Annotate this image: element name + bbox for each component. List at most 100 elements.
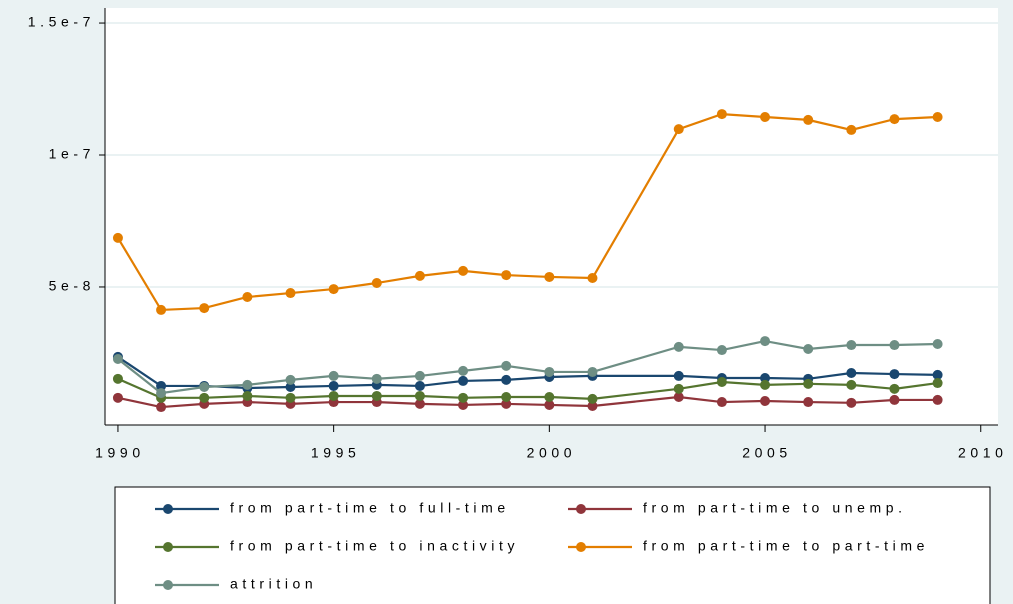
data-point <box>889 394 900 405</box>
x-tick-label: 1995 <box>311 445 361 461</box>
data-point <box>760 373 771 384</box>
data-point <box>371 373 382 384</box>
data-point <box>285 374 296 385</box>
data-point <box>112 373 123 384</box>
data-point <box>199 381 210 392</box>
data-point <box>328 390 339 401</box>
data-point <box>544 271 555 282</box>
legend-label: from part-time to part-time <box>643 538 929 554</box>
data-point <box>889 383 900 394</box>
data-point <box>716 376 727 387</box>
data-point <box>242 379 253 390</box>
data-point <box>803 397 814 408</box>
legend-swatch-marker <box>576 504 586 514</box>
legend-box <box>114 486 991 604</box>
data-point <box>846 124 857 135</box>
data-point <box>458 375 469 386</box>
data-point <box>328 370 339 381</box>
data-point <box>716 109 727 120</box>
data-point <box>889 340 900 351</box>
data-point <box>371 390 382 401</box>
data-point <box>932 378 943 389</box>
data-point <box>932 112 943 123</box>
y-tick-label: 1e-7 <box>49 146 95 162</box>
data-point <box>328 284 339 295</box>
legend-label: from part-time to unemp. <box>643 500 907 516</box>
data-point <box>242 291 253 302</box>
data-point <box>112 392 123 403</box>
data-point <box>501 392 512 403</box>
data-point <box>156 402 167 413</box>
data-point <box>501 360 512 371</box>
data-point <box>846 340 857 351</box>
data-point <box>587 366 598 377</box>
data-point <box>285 381 296 392</box>
data-point <box>458 265 469 276</box>
data-point <box>544 399 555 410</box>
data-point <box>716 345 727 356</box>
legend-swatch-marker <box>163 580 173 590</box>
data-point <box>458 365 469 376</box>
data-point <box>414 380 425 391</box>
y-tick-label: 5e-8 <box>49 278 95 294</box>
data-point <box>156 380 167 391</box>
data-point <box>242 390 253 401</box>
data-point <box>112 354 123 365</box>
data-point <box>846 368 857 379</box>
data-point <box>414 390 425 401</box>
data-point <box>760 395 771 406</box>
data-point <box>846 379 857 390</box>
data-point <box>112 232 123 243</box>
data-point <box>760 379 771 390</box>
x-tick-label: 2010 <box>958 445 1008 461</box>
data-point <box>889 369 900 380</box>
data-point <box>501 398 512 409</box>
legend-swatch-marker <box>163 542 173 552</box>
data-point <box>328 380 339 391</box>
data-point <box>458 392 469 403</box>
data-point <box>285 288 296 299</box>
data-point <box>587 400 598 411</box>
data-point <box>156 304 167 315</box>
data-point <box>285 392 296 403</box>
legend-swatch-marker <box>163 504 173 514</box>
data-point <box>414 398 425 409</box>
data-point <box>760 336 771 347</box>
data-point <box>414 270 425 281</box>
x-tick-label: 2005 <box>742 445 792 461</box>
legend-label: from part-time to full-time <box>230 500 510 516</box>
data-point <box>803 378 814 389</box>
data-point <box>501 374 512 385</box>
data-point <box>889 114 900 125</box>
data-point <box>544 366 555 377</box>
data-point <box>458 399 469 410</box>
data-point <box>587 393 598 404</box>
y-tick-label: 1.5e-7 <box>28 14 95 30</box>
data-point <box>371 278 382 289</box>
data-point <box>803 343 814 354</box>
data-point <box>673 341 684 352</box>
x-tick-label: 2000 <box>527 445 577 461</box>
data-point <box>932 369 943 380</box>
data-point <box>803 114 814 125</box>
data-point <box>716 397 727 408</box>
data-point <box>544 392 555 403</box>
plot-area <box>105 8 998 425</box>
data-point <box>673 392 684 403</box>
data-point <box>501 270 512 281</box>
data-point <box>673 383 684 394</box>
legend-swatch-marker <box>576 542 586 552</box>
legend-label: from part-time to inactivity <box>230 538 519 554</box>
data-point <box>846 397 857 408</box>
data-point <box>199 303 210 314</box>
legend-label: attrition <box>230 576 317 592</box>
data-point <box>414 370 425 381</box>
data-point <box>673 370 684 381</box>
data-point <box>932 394 943 405</box>
data-point <box>673 124 684 135</box>
data-point <box>156 388 167 399</box>
data-point <box>587 272 598 283</box>
data-point <box>199 392 210 403</box>
